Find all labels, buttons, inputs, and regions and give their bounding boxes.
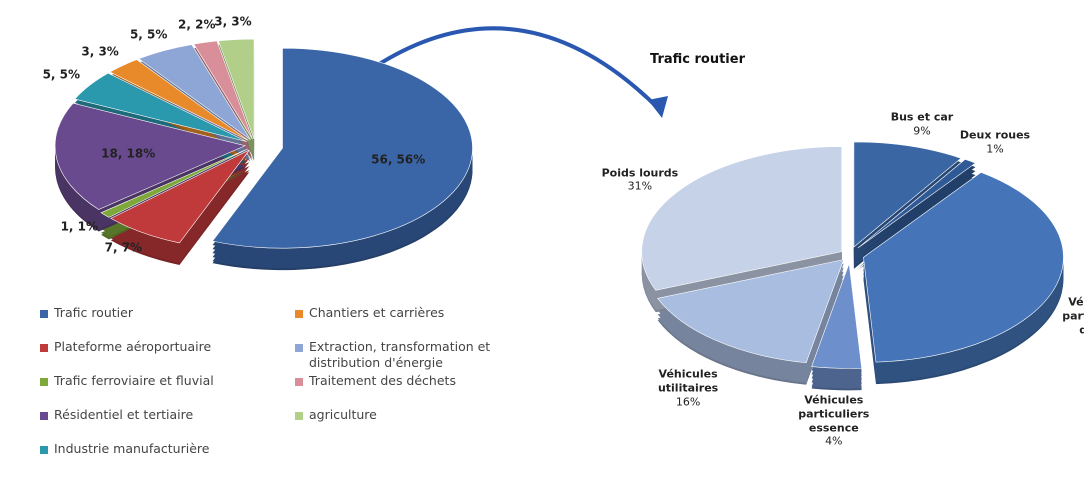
data-label: 16%	[675, 395, 701, 409]
legend-swatch	[295, 378, 303, 386]
legend-label: Extraction, transformation et distributi…	[309, 339, 491, 371]
slice-side	[857, 167, 976, 257]
category-label: Poids lourds	[601, 165, 679, 179]
legend-label: Résidentiel et tertiaire	[54, 407, 194, 422]
legend-label: Trafic routier	[54, 305, 133, 320]
legend-label: Traitement des déchets	[309, 373, 456, 388]
legend-label: Trafic ferroviaire et fluvial	[54, 373, 214, 388]
slice	[109, 59, 249, 141]
data-label-group: Poids lourds 31%	[600, 166, 680, 194]
slice-side	[857, 171, 976, 261]
legend-swatch	[40, 378, 48, 386]
data-label: 3, 3%	[81, 44, 119, 59]
chart-title: Trafic routier	[650, 52, 745, 67]
slice-side	[857, 163, 976, 253]
arrow-head	[648, 96, 668, 118]
data-label-group: Deux roues 1%	[955, 128, 1035, 156]
data-label: 56, 56%	[371, 152, 426, 167]
data-label: 4%	[825, 434, 843, 448]
slice	[110, 149, 250, 244]
data-label-group: Véhicules particuliers diesel39%	[1058, 296, 1084, 351]
category-label: Véhicules utilitaires	[657, 367, 719, 395]
legend-swatch	[40, 446, 48, 454]
data-label: 7, 7%	[104, 240, 143, 255]
data-label-group: Véhicules particuliers essence 4%	[794, 394, 874, 449]
category-label: Véhicules particuliers diesel	[1062, 295, 1084, 337]
slice	[138, 44, 251, 140]
slice	[212, 47, 473, 249]
slice	[863, 172, 1064, 363]
slice	[54, 102, 247, 210]
legend-swatch	[40, 310, 48, 318]
legend-label: Chantiers et carrières	[309, 305, 445, 320]
legend-swatch	[295, 310, 303, 318]
legend-swatch	[40, 344, 48, 352]
data-label: 18, 18%	[101, 146, 156, 161]
slice	[857, 159, 977, 249]
slice	[811, 263, 863, 369]
data-label: 1%	[986, 142, 1004, 156]
slice	[641, 146, 843, 291]
data-label: 3, 3%	[214, 14, 252, 29]
slice	[100, 148, 248, 218]
slice	[657, 259, 845, 364]
data-label: 5, 5%	[42, 67, 81, 82]
data-label: 5, 5%	[129, 27, 168, 41]
arrow	[368, 26, 662, 112]
data-label: 1, 1%	[60, 219, 99, 234]
legend-label: agriculture	[309, 407, 377, 422]
category-label: Bus et car	[890, 110, 954, 124]
data-label: 39%	[1058, 337, 1084, 351]
legend-label: Industrie manufacturière	[54, 441, 210, 456]
slice-side	[193, 44, 253, 144]
category-label: Deux roues	[959, 128, 1031, 142]
data-label: 2, 2%	[178, 17, 216, 32]
data-label: 9%	[913, 123, 931, 137]
category-label: Véhicules particuliers essence	[798, 393, 870, 435]
legend-swatch	[40, 412, 48, 420]
data-label: 31%	[627, 179, 653, 193]
slice	[853, 141, 962, 248]
legend-swatch	[295, 412, 303, 420]
data-label-group: Bus et car 9%	[882, 110, 962, 138]
slice	[74, 72, 247, 142]
slice	[218, 38, 255, 140]
legend-swatch	[295, 344, 303, 352]
legend-label: Plateforme aéroportuaire	[54, 339, 212, 354]
data-label-group: Véhicules utilitaires 16%	[648, 368, 728, 409]
slice	[193, 40, 253, 140]
